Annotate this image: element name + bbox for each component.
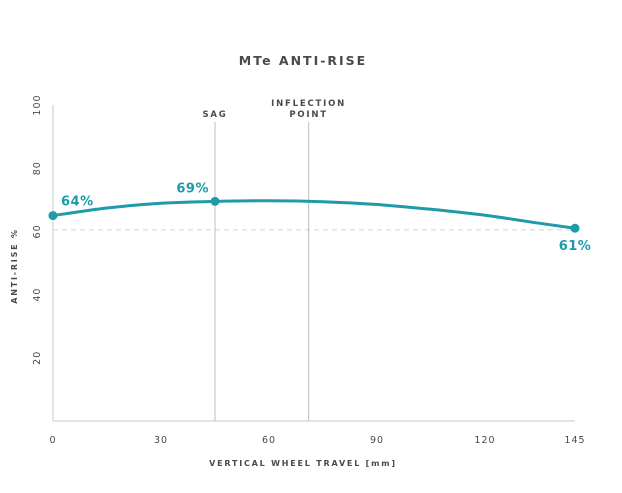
x-tick-label: 90 <box>370 435 384 446</box>
chart-grid <box>52 105 575 422</box>
data-point <box>48 211 58 221</box>
y-tick-label: 80 <box>32 161 43 175</box>
series-line <box>51 199 577 230</box>
vertical-marker-label: SAG <box>202 110 227 120</box>
series-layer <box>51 199 577 230</box>
vertical-marker-label: POINT <box>289 110 328 120</box>
point-label: 61% <box>559 239 592 254</box>
x-tick-label: 120 <box>474 435 495 446</box>
x-tick-label: 145 <box>564 435 585 446</box>
chart-title: MTe ANTI-RISE <box>239 53 367 68</box>
y-tick-label: 40 <box>32 288 43 302</box>
vertical-marker-label: INFLECTION <box>271 99 346 109</box>
highlighted-points: 64% 69% 61% <box>48 181 592 254</box>
x-axis-ticks: 0 30 60 90 120 145 <box>49 435 585 446</box>
y-axis-label: ANTI-RISE % <box>10 228 19 304</box>
point-label: 64% <box>61 195 94 210</box>
data-point <box>210 196 220 206</box>
point-label: 69% <box>176 181 209 196</box>
y-tick-label: 100 <box>32 94 43 115</box>
data-point <box>570 223 580 233</box>
x-tick-label: 60 <box>262 435 276 446</box>
x-tick-label: 0 <box>49 435 56 446</box>
y-tick-label: 60 <box>32 224 43 238</box>
y-axis-ticks: 20 40 60 80 100 <box>32 94 43 364</box>
x-tick-label: 30 <box>154 435 168 446</box>
x-axis-label: VERTICAL WHEEL TRAVEL [mm] <box>209 459 397 468</box>
y-tick-label: 20 <box>32 351 43 365</box>
